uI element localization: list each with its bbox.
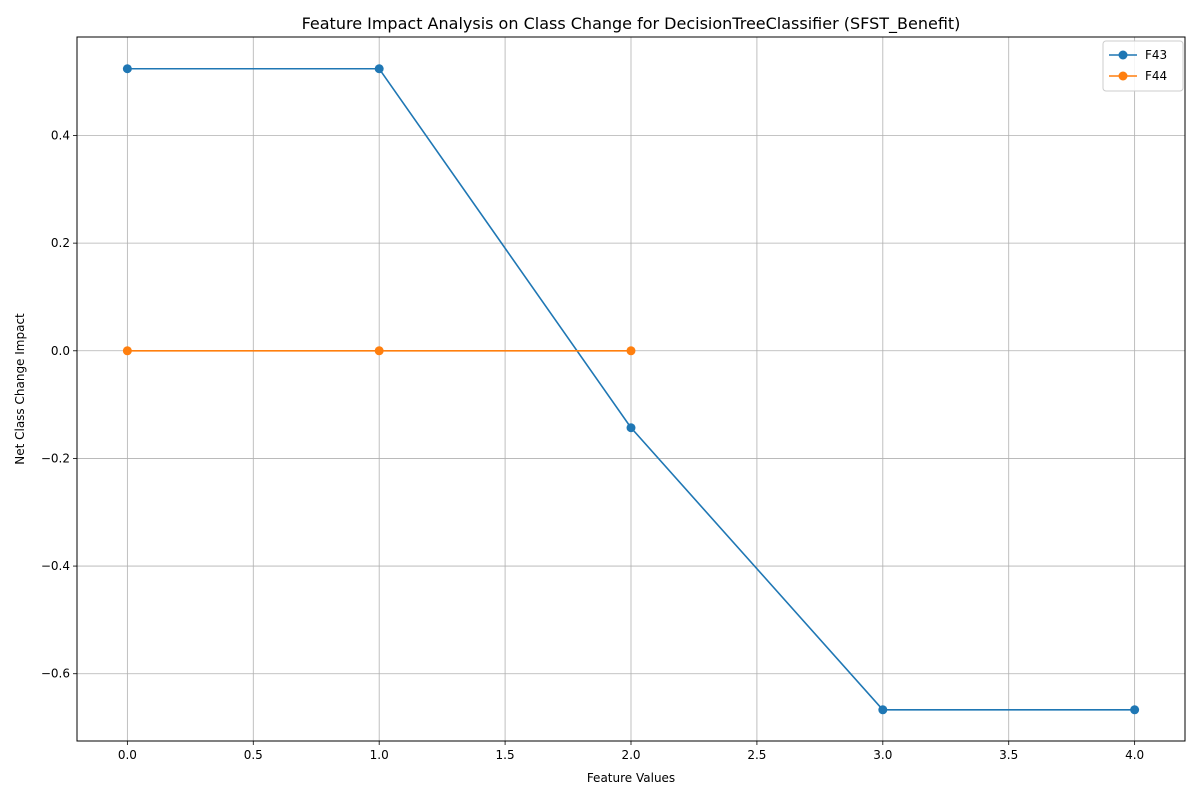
legend: F43 F44 xyxy=(1102,40,1184,92)
x-tick-label: 2.0 xyxy=(621,748,640,762)
y-tick-label: −0.6 xyxy=(41,667,70,681)
y-tick-label: −0.4 xyxy=(41,559,70,573)
x-axis: 0.0 0.5 1.0 1.5 2.0 2.5 3.0 3.5 4.0 xyxy=(118,741,1144,762)
x-tick-label: 3.5 xyxy=(999,748,1018,762)
legend-box xyxy=(1102,40,1184,92)
y-tick-label: 0.0 xyxy=(51,344,70,358)
data-point-f43 xyxy=(1130,705,1140,715)
legend-label-f43: F43 xyxy=(1145,48,1167,62)
x-tick-label: 2.5 xyxy=(747,748,766,762)
y-tick-label: 0.2 xyxy=(51,236,70,250)
x-tick-label: 1.5 xyxy=(496,748,515,762)
data-point-f43 xyxy=(122,64,132,74)
x-tick-label: 0.5 xyxy=(244,748,263,762)
y-tick-label: −0.2 xyxy=(41,451,70,465)
x-tick-label: 0.0 xyxy=(118,748,137,762)
y-axis: −0.6 −0.4 −0.2 0.0 0.2 0.4 xyxy=(41,128,77,681)
data-point-f44 xyxy=(122,346,132,356)
y-axis-label: Net Class Change Impact xyxy=(13,313,27,465)
legend-marker-f43 xyxy=(1118,50,1128,60)
y-tick-label: 0.4 xyxy=(51,128,70,142)
x-tick-label: 3.0 xyxy=(873,748,892,762)
data-point-f44 xyxy=(374,346,384,356)
legend-label-f44: F44 xyxy=(1145,69,1167,83)
data-point-f43 xyxy=(626,423,636,433)
data-point-f43 xyxy=(374,64,384,74)
data-point-f43 xyxy=(878,705,888,715)
legend-marker-f44 xyxy=(1118,71,1128,81)
x-tick-label: 4.0 xyxy=(1125,748,1144,762)
series-layer xyxy=(122,64,1140,715)
x-axis-label: Feature Values xyxy=(587,771,675,785)
x-tick-label: 1.0 xyxy=(370,748,389,762)
chart-title: Feature Impact Analysis on Class Change … xyxy=(302,14,961,34)
data-point-f44 xyxy=(626,346,636,356)
